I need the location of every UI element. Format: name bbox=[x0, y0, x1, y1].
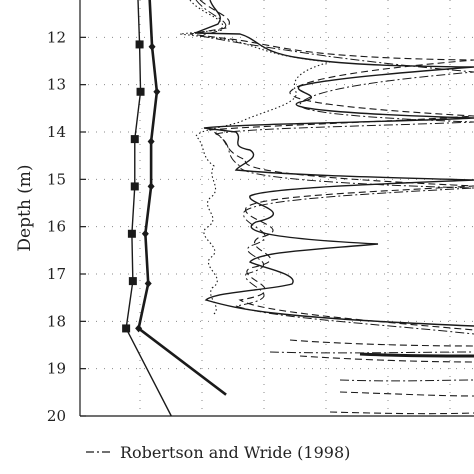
curve-thick-bottom bbox=[359, 352, 474, 358]
y-tick-label-15: 15 bbox=[47, 170, 66, 188]
series-1-marker-4 bbox=[147, 182, 155, 191]
series-1-marker-3 bbox=[147, 137, 155, 146]
series-0-marker-1 bbox=[135, 40, 144, 49]
grid bbox=[80, 0, 474, 416]
y-axis-title: Depth (m) bbox=[15, 164, 35, 251]
triggering-curves bbox=[179, 0, 474, 415]
y-tick-label-12: 12 bbox=[47, 28, 66, 46]
plot-frame bbox=[79, 0, 474, 417]
y-tick-label-17: 17 bbox=[47, 265, 66, 283]
legend-label: Robertson and Wride (1998) bbox=[120, 443, 350, 462]
series-0-marker-2 bbox=[136, 87, 145, 96]
series bbox=[122, 0, 227, 417]
y-tick-label-20: 20 bbox=[47, 407, 66, 425]
series-0-marker-4 bbox=[130, 182, 139, 191]
series-line-1 bbox=[137, 0, 227, 396]
legend: Robertson and Wride (1998) bbox=[86, 443, 350, 462]
series-1-marker-2 bbox=[153, 87, 161, 96]
series-0-marker-5 bbox=[127, 229, 136, 238]
series-1-marker-7 bbox=[135, 324, 143, 333]
curve-dashed bbox=[189, 0, 474, 415]
y-tick-label-18: 18 bbox=[47, 312, 66, 330]
y-tick-label-13: 13 bbox=[47, 76, 66, 94]
y-tick-label-14: 14 bbox=[47, 123, 66, 141]
y-ticks: 12 13 14 15 16 17 18 19 20 bbox=[47, 28, 86, 425]
y-tick-label-16: 16 bbox=[47, 218, 66, 236]
curve-dotted bbox=[179, 0, 331, 315]
series-1-marker-1 bbox=[148, 42, 156, 51]
series-1-marker-5 bbox=[141, 229, 149, 238]
curve-dash-dot bbox=[195, 0, 474, 382]
series-0-marker-6 bbox=[128, 277, 137, 286]
y-tick-label-19: 19 bbox=[47, 360, 66, 378]
series-1-marker-6 bbox=[144, 279, 152, 288]
series-0-marker-7 bbox=[122, 324, 131, 333]
series-0-marker-3 bbox=[130, 135, 139, 144]
curve-solid bbox=[194, 0, 474, 327]
